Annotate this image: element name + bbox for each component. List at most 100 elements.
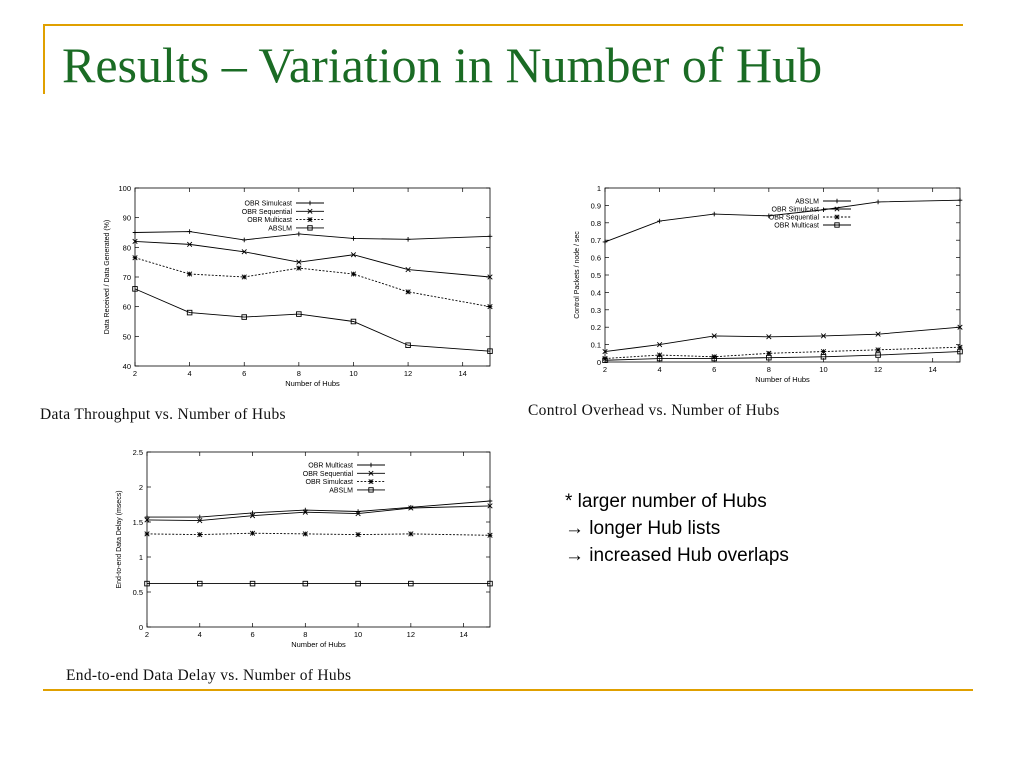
data-point xyxy=(820,348,827,355)
series-obr-sequential xyxy=(602,344,963,362)
data-point xyxy=(656,355,663,362)
legend-entry: OBR Simulcast xyxy=(245,201,324,208)
data-point xyxy=(405,342,411,348)
data-point xyxy=(408,531,414,537)
data-point xyxy=(296,265,302,271)
data-point xyxy=(197,531,203,538)
data-point xyxy=(487,304,493,310)
data-point xyxy=(487,348,493,354)
legend-label: ABSLM xyxy=(329,487,353,494)
data-point xyxy=(408,505,414,510)
throughput-chart: 40 50 60 70 80 90 100 2 4 6 8 10 12 14 Number of Hubs D… xyxy=(104,184,493,388)
plot-frame xyxy=(146,451,491,628)
title-accent-vertical xyxy=(43,24,45,94)
data-point xyxy=(249,530,256,536)
throughput-chart-caption: Data Throughput vs. Number of Hubs xyxy=(40,406,286,423)
data-point xyxy=(241,249,247,255)
x-tick-label: 2 xyxy=(603,365,607,374)
data-point xyxy=(957,197,963,203)
series-abslm xyxy=(132,286,493,354)
x-tick-label: 10 xyxy=(354,630,362,639)
legend-entry: OBR Multicast xyxy=(308,463,385,470)
data-point xyxy=(355,531,361,538)
legend-marker xyxy=(368,462,374,468)
data-point xyxy=(711,354,717,360)
legend-label: OBR Sequential xyxy=(242,209,293,216)
data-point xyxy=(602,357,608,364)
data-point xyxy=(144,517,150,523)
legend-entry: OBR Multicast xyxy=(247,217,324,224)
series-obr-simulcast xyxy=(602,324,963,355)
note-line-1: * larger number of Hubs xyxy=(565,491,767,512)
y-tick-label: 0.4 xyxy=(591,288,601,297)
delay-chart: 0 0.5 1 1.5 2 2.5 2 4 6 8 10 12 14 Number of Hubs End-… xyxy=(116,448,493,649)
legend-marker xyxy=(834,198,840,204)
data-point xyxy=(711,355,717,362)
data-point xyxy=(957,344,963,350)
legend-marker xyxy=(368,479,374,485)
series-obr-simulcast xyxy=(144,530,493,538)
data-point xyxy=(487,503,493,509)
legend-entry: OBR Simulcast xyxy=(306,479,385,486)
y-tick-label: 1 xyxy=(597,184,601,193)
y-tick-label: 0.5 xyxy=(133,588,143,597)
series-line xyxy=(134,231,491,241)
data-point xyxy=(187,229,192,234)
y-axis-label: Control Packets / node / sec xyxy=(574,231,581,319)
data-point xyxy=(302,580,309,587)
data-point xyxy=(487,532,493,538)
data-point xyxy=(766,213,772,219)
x-axis-label: Number of Hubs xyxy=(285,379,340,388)
x-tick-label: 8 xyxy=(297,369,301,378)
data-point xyxy=(711,333,717,339)
y-tick-label: 70 xyxy=(123,273,131,282)
y-tick-label: 1 xyxy=(139,553,143,562)
series-line xyxy=(134,257,491,308)
data-point xyxy=(487,580,493,587)
data-point xyxy=(487,274,493,280)
data-point xyxy=(766,334,772,340)
data-point xyxy=(249,580,256,587)
data-point xyxy=(132,255,138,261)
y-axis-label: Data Received / Data Generated (%) xyxy=(104,220,111,334)
y-tick-label: 0.9 xyxy=(591,201,601,210)
legend-entry: OBR Simulcast xyxy=(772,206,851,214)
data-point xyxy=(957,324,963,330)
data-point xyxy=(875,199,881,205)
x-axis-label: Number of Hubs xyxy=(291,640,346,649)
data-point xyxy=(820,333,827,339)
data-point xyxy=(766,350,772,356)
footer-rule xyxy=(43,689,973,691)
control-overhead-chart: 00.10.20.30.40.50.60.70.80.912 4 6 8 10 12 14N… xyxy=(574,184,963,384)
data-point xyxy=(821,207,826,213)
y-tick-label: 1.5 xyxy=(133,518,143,527)
data-point xyxy=(602,355,608,362)
y-tick-label: 0 xyxy=(597,358,601,367)
legend-label: OBR Simulcast xyxy=(306,479,354,486)
data-point xyxy=(405,266,411,273)
y-tick-label: 50 xyxy=(123,332,131,341)
series-obr-sequential xyxy=(132,238,493,280)
data-point xyxy=(186,309,193,316)
y-tick-label: 0.7 xyxy=(591,236,601,245)
y-tick-label: 0 xyxy=(139,623,143,632)
data-point xyxy=(197,514,203,520)
y-tick-label: 0.6 xyxy=(591,254,601,263)
legend-entry: ABSLM xyxy=(268,225,324,232)
series-line xyxy=(147,500,491,518)
x-tick-label: 6 xyxy=(712,365,716,374)
y-tick-label: 40 xyxy=(123,362,131,371)
x-tick-label: 12 xyxy=(874,365,882,374)
data-point xyxy=(296,311,302,317)
legend-entry: OBR Multicast xyxy=(774,222,851,230)
x-tick-label: 10 xyxy=(349,369,357,378)
legend-marker xyxy=(307,217,313,223)
legend-marker xyxy=(834,214,840,220)
plot-frame xyxy=(134,187,491,367)
data-point xyxy=(250,510,255,516)
x-tick-label: 6 xyxy=(250,630,254,639)
data-point xyxy=(766,354,772,361)
data-point xyxy=(296,231,302,237)
x-axis-label: Number of Hubs xyxy=(755,375,810,384)
data-point xyxy=(350,252,357,258)
